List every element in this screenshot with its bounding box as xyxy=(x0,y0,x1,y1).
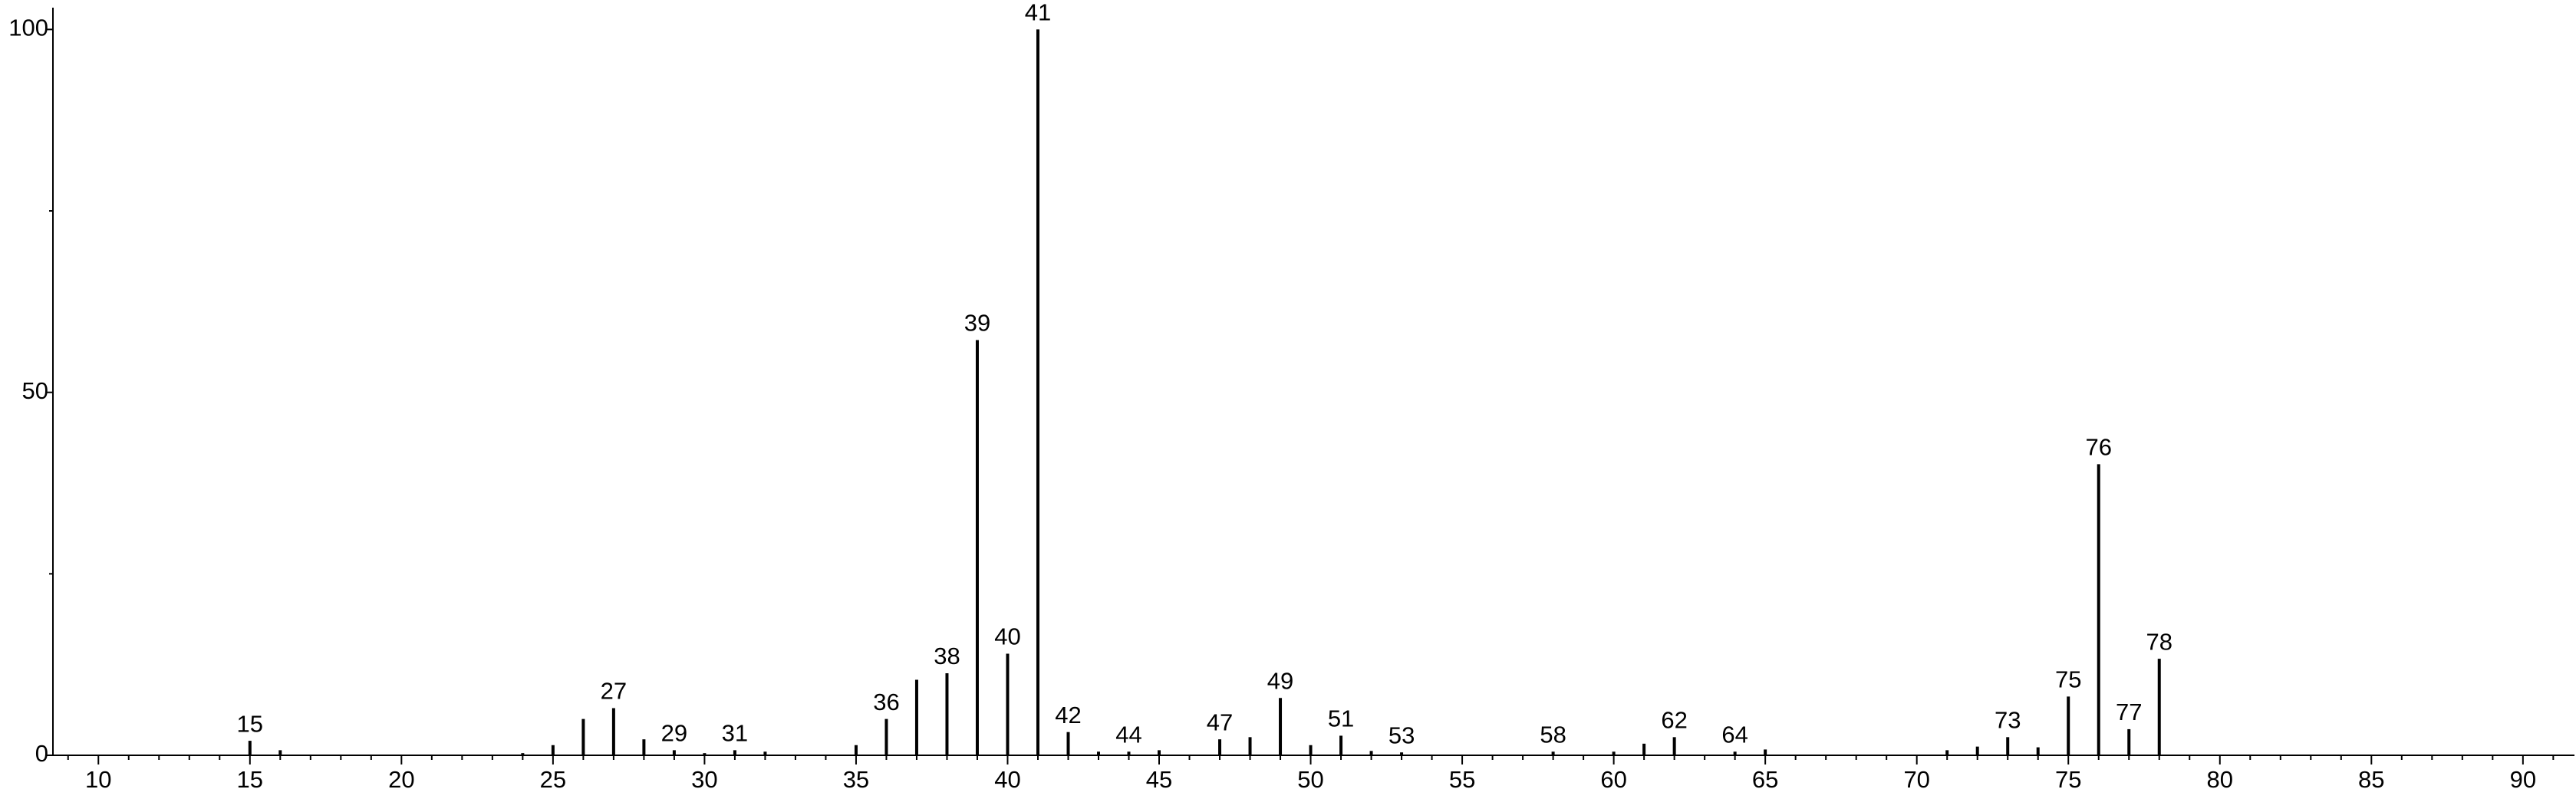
peak-label: 76 xyxy=(2085,434,2111,461)
peak-label: 15 xyxy=(237,710,263,737)
x-tick-label: 45 xyxy=(1146,766,1172,793)
peak-label: 49 xyxy=(1267,667,1293,694)
x-tick-label: 40 xyxy=(994,766,1020,793)
x-tick-label: 90 xyxy=(2510,766,2536,793)
peak-label: 44 xyxy=(1115,721,1141,748)
x-tick-label: 20 xyxy=(388,766,414,793)
y-tick-label: 0 xyxy=(35,740,48,767)
peak-label: 78 xyxy=(2146,628,2172,655)
peak-label: 73 xyxy=(1995,707,2021,734)
x-tick-label: 80 xyxy=(2207,766,2233,793)
x-tick-label: 60 xyxy=(1600,766,1626,793)
x-tick-label: 30 xyxy=(691,766,717,793)
peak-label: 77 xyxy=(2116,699,2142,725)
peak-label: 38 xyxy=(934,643,960,669)
x-tick-label: 35 xyxy=(843,766,869,793)
x-tick-label: 75 xyxy=(2055,766,2081,793)
peak-label: 47 xyxy=(1207,709,1233,735)
peak-label: 58 xyxy=(1540,721,1566,748)
x-tick-label: 55 xyxy=(1449,766,1475,793)
peak-label: 62 xyxy=(1661,707,1687,734)
peak-label: 40 xyxy=(994,623,1020,650)
peak-label: 29 xyxy=(661,720,687,747)
x-tick-label: 10 xyxy=(85,766,111,793)
peak-label: 27 xyxy=(601,678,627,705)
peak-label: 39 xyxy=(964,310,990,337)
peak-label: 31 xyxy=(722,720,748,747)
peak-label: 53 xyxy=(1388,722,1415,748)
peak-label: 36 xyxy=(873,689,899,715)
x-tick-label: 70 xyxy=(1903,766,1929,793)
x-tick-label: 25 xyxy=(540,766,566,793)
peak-label: 75 xyxy=(2055,666,2081,693)
x-tick-label: 65 xyxy=(1752,766,1778,793)
x-tick-label: 50 xyxy=(1297,766,1323,793)
x-tick-label: 15 xyxy=(237,766,263,793)
peak-label: 42 xyxy=(1055,702,1081,728)
x-tick-label: 85 xyxy=(2358,766,2384,793)
peak-label: 64 xyxy=(1721,721,1748,748)
y-tick-label: 100 xyxy=(8,15,48,41)
peak-label: 51 xyxy=(1328,705,1354,732)
y-tick-label: 50 xyxy=(22,377,48,404)
peak-label: 41 xyxy=(1025,0,1051,26)
